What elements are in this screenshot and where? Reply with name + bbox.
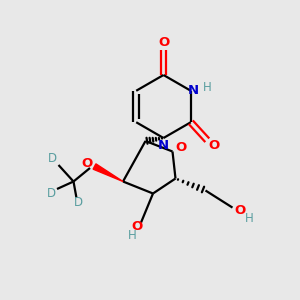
Text: H: H <box>128 229 136 242</box>
Text: O: O <box>132 220 143 233</box>
Text: O: O <box>234 204 246 217</box>
Text: O: O <box>158 36 170 50</box>
Text: H: H <box>244 212 253 225</box>
Text: N: N <box>157 139 169 152</box>
Text: O: O <box>208 139 220 152</box>
Text: N: N <box>188 84 199 97</box>
Text: O: O <box>81 157 93 170</box>
Polygon shape <box>93 164 123 182</box>
Text: D: D <box>46 187 56 200</box>
Text: D: D <box>48 152 57 166</box>
Text: H: H <box>203 81 212 94</box>
Text: D: D <box>74 196 82 209</box>
Text: O: O <box>176 141 187 154</box>
